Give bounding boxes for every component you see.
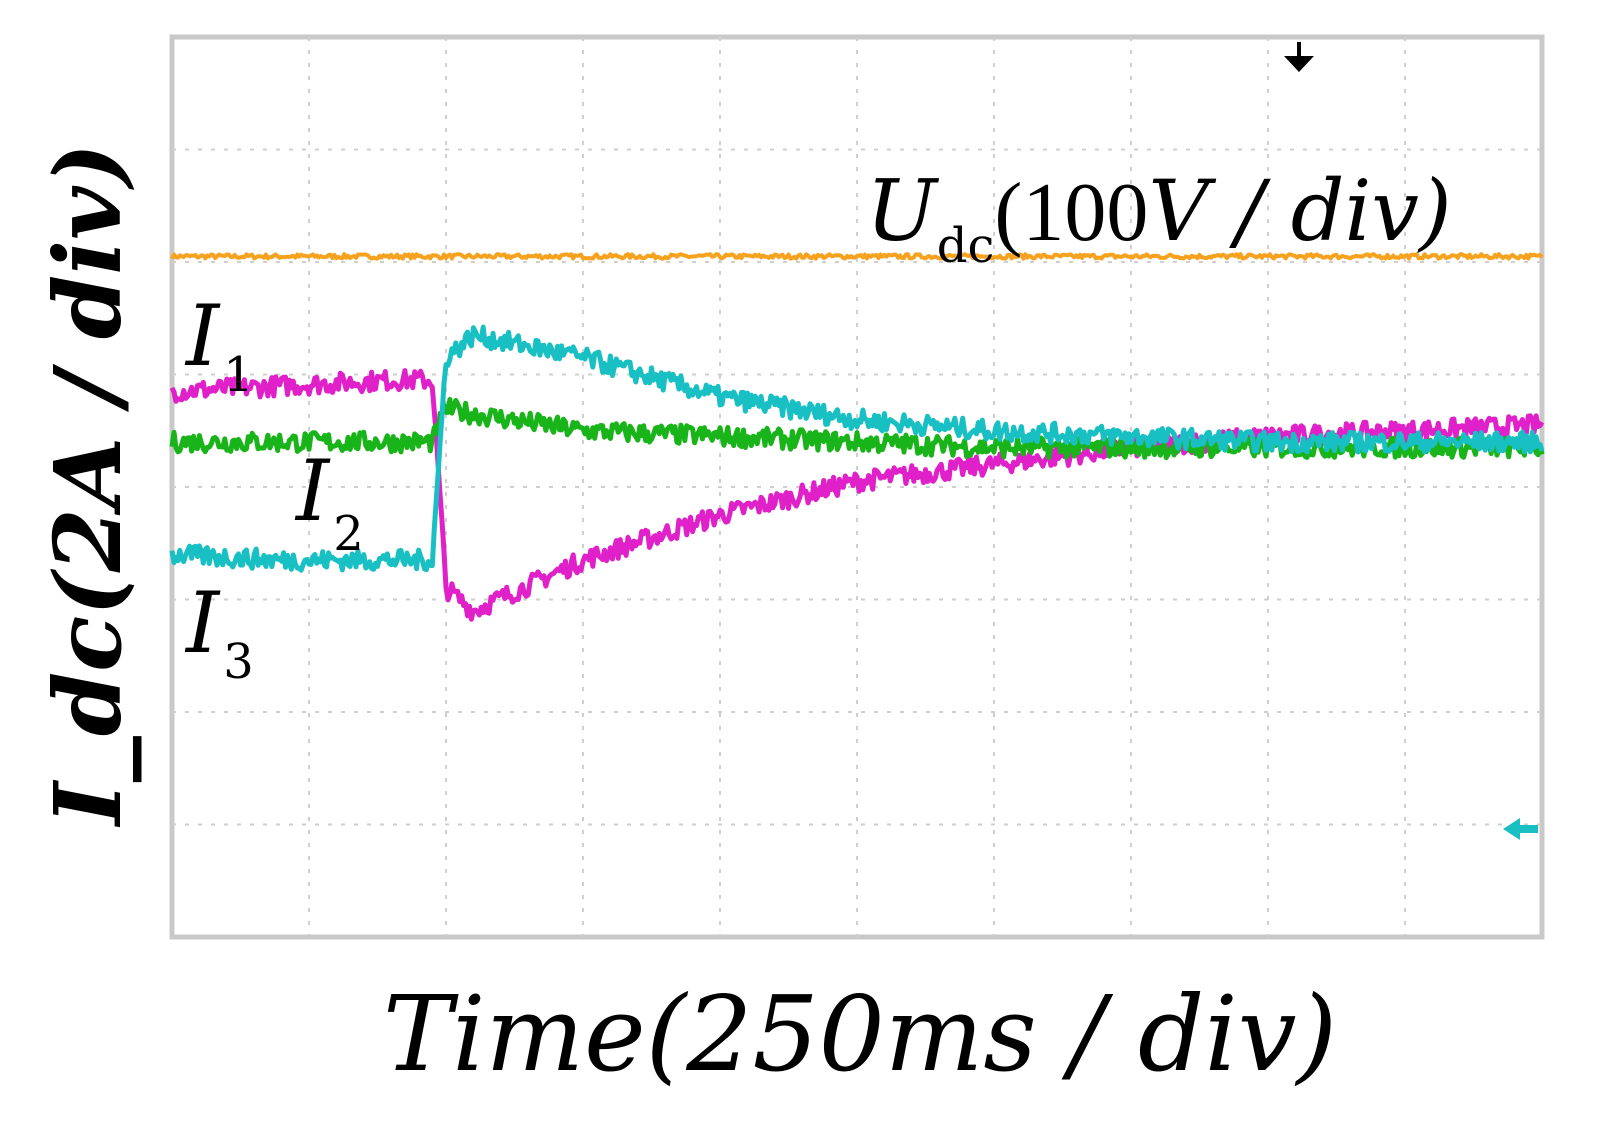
trigger-marker-icon (1284, 42, 1314, 72)
trace-i1 (169, 368, 1545, 622)
x-axis-label: Time(250ms / div) (383, 973, 1337, 1095)
i2-sub: 2 (333, 506, 364, 562)
udc-tail: / div) (1209, 162, 1452, 260)
i2-label: I2 (294, 442, 364, 562)
i1-main: I (184, 287, 221, 385)
trace-udc (170, 252, 1544, 261)
i3-label: I3 (184, 574, 254, 690)
udc-main: U (866, 162, 940, 260)
udc-sub: dc (937, 218, 995, 274)
udc-volt: V (1148, 162, 1216, 260)
trace-i3 (169, 324, 1545, 573)
ground-marker-icon (1503, 818, 1538, 840)
udc-label: Udc(100V / div) (866, 162, 1452, 274)
i3-sub: 3 (223, 634, 254, 690)
trace-i2 (169, 397, 1545, 461)
i1-sub: 1 (223, 347, 254, 403)
traces (169, 252, 1545, 622)
i2-main: I (294, 442, 331, 540)
i1-label: I1 (184, 287, 254, 403)
udc-rest: (100 (994, 166, 1148, 259)
y-axis-label: I_dc(2A / div) (34, 143, 142, 828)
i3-main: I (184, 574, 221, 672)
